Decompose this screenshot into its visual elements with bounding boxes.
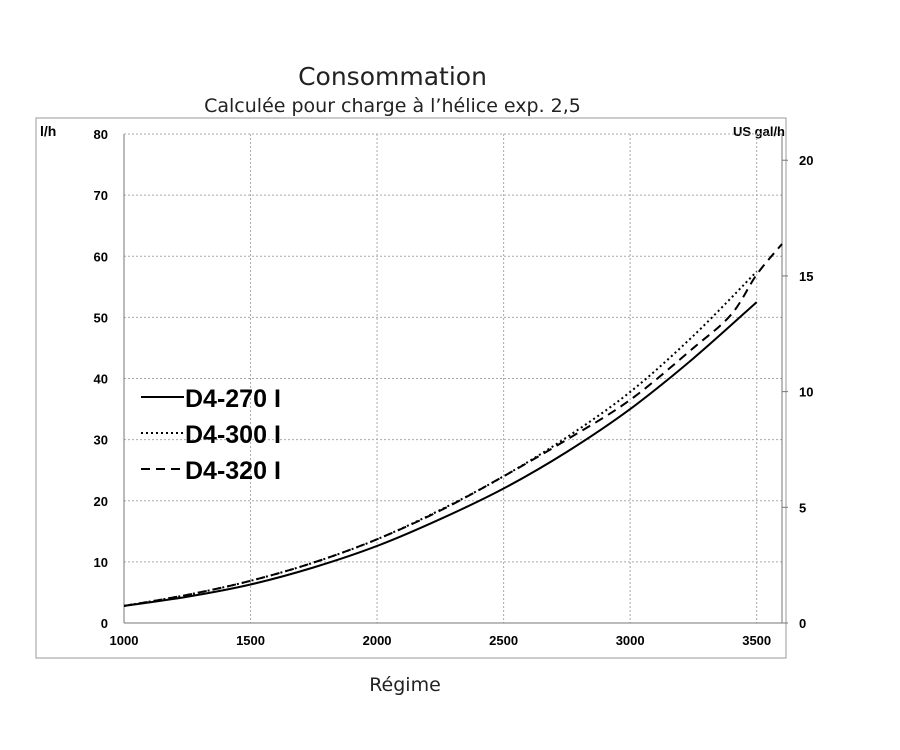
chart-frame <box>35 117 787 659</box>
y-tick-label: 40 <box>94 372 108 387</box>
x-tick-label: 1500 <box>236 633 265 648</box>
y2-tick-label: 20 <box>799 153 813 168</box>
x-tick-label: 2000 <box>363 633 392 648</box>
y2-tick-label: 0 <box>799 616 806 631</box>
series-line-1 <box>123 301 758 607</box>
y-tick-label: 70 <box>94 188 108 203</box>
y-tick-label: 0 <box>101 616 108 631</box>
y-tick-label: 20 <box>94 494 108 509</box>
y-tick-label: 60 <box>94 249 108 264</box>
y2-axis-label: US gal/h <box>733 124 785 139</box>
x-tick-label: 2500 <box>489 633 518 648</box>
y2-tick-label: 5 <box>799 500 806 515</box>
chart-title: Consommation <box>298 62 487 91</box>
y-tick-label: 30 <box>94 433 108 448</box>
y2-tick-label: 15 <box>799 269 813 284</box>
y2-tick-label: 10 <box>799 385 813 400</box>
x-tick-label: 3000 <box>616 633 645 648</box>
legend-label-2: D4-300 I <box>185 421 281 449</box>
series-line-2 <box>123 270 758 607</box>
y-axis-label: l/h <box>40 123 56 139</box>
y-tick-label: 50 <box>94 310 108 325</box>
legend-label-1: D4-270 I <box>185 385 281 413</box>
chart-subtitle: Calculée pour charge à l’hélice exp. 2,5 <box>204 95 581 117</box>
x-tick-label: 3500 <box>742 633 771 648</box>
y-tick-label: 10 <box>94 555 108 570</box>
x-axis-label: Régime <box>369 674 441 696</box>
series-line-3 <box>123 243 783 607</box>
x-tick-label: 1000 <box>110 633 139 648</box>
y-tick-label: 80 <box>94 127 108 142</box>
legend-label-3: D4-320 I <box>185 457 281 485</box>
